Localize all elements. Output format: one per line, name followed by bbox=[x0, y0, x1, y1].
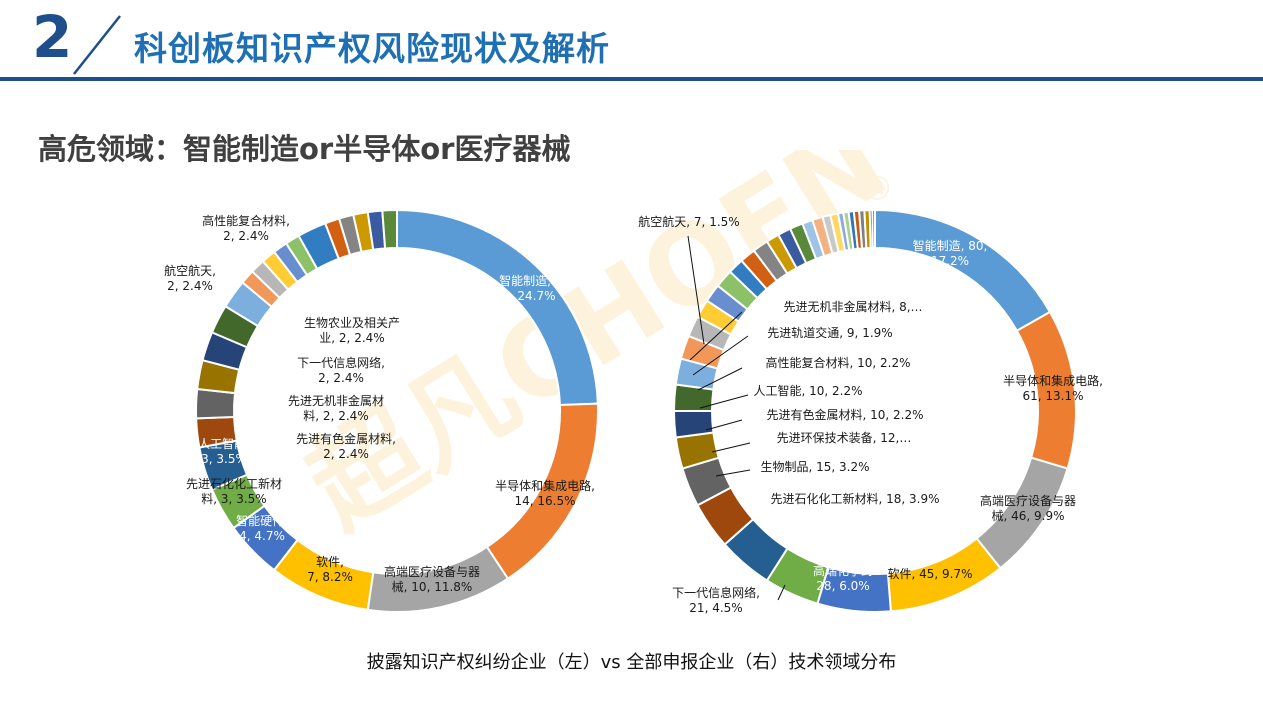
leader-line bbox=[689, 311, 743, 361]
data-label: 先进有色金属材料, 2, 2.4% bbox=[296, 431, 396, 461]
right-donut-chart: 智能制造, 80, 17.2% 半导体和集成电路, 61, 13.1% 高端医疗设备与器… bbox=[638, 208, 1103, 615]
header-rule bbox=[0, 77, 1263, 81]
data-label: 高端医疗设备与器械, 10, 11.8% bbox=[384, 564, 480, 594]
data-label: 航空航天, 2, 2.4% bbox=[164, 263, 216, 293]
title-slash-divider bbox=[73, 15, 121, 75]
figure-caption: 披露知识产权纠纷企业（左）vs 全部申报企业（右）技术领域分布 bbox=[366, 652, 897, 673]
leader-line bbox=[697, 367, 743, 391]
donut-slice bbox=[672, 410, 715, 439]
watermark-registered-mark: ® bbox=[860, 169, 894, 209]
leader-line bbox=[777, 584, 786, 601]
data-label: 人工智能, 3, 3.5% bbox=[198, 436, 250, 466]
leader-line bbox=[699, 394, 749, 409]
data-label: 先进石化化工新材料, 18, 3.9% bbox=[770, 491, 939, 506]
data-label: 高端化学药 28, 6.0% bbox=[813, 563, 873, 593]
data-label: 生物制品, 15, 3.2% bbox=[760, 460, 869, 474]
section-number: 2 bbox=[32, 3, 73, 71]
data-label: 航空航天, 7, 1.5% bbox=[638, 214, 739, 229]
leader-line bbox=[692, 335, 749, 376]
donut-slice bbox=[396, 208, 599, 407]
data-label: 先进轨道交通, 9, 1.9% bbox=[767, 325, 892, 340]
data-label: 智能制造, 80, 17.2% bbox=[913, 238, 988, 268]
donut-slice bbox=[381, 208, 398, 250]
leader-line bbox=[715, 469, 751, 477]
data-label: 高端医疗设备与器械, 46, 9.9% bbox=[980, 493, 1076, 523]
data-label: 半导体和集成电路, 14, 16.5% bbox=[495, 478, 595, 508]
data-label: 先进无机非金属材料, 8,… bbox=[783, 299, 922, 314]
data-label: 智能制造, 21, 24.7% bbox=[494, 273, 555, 303]
left-donut-chart: 智能制造, 21, 24.7% 半导体和集成电路, 14, 16.5% 高端医疗设备与器… bbox=[164, 208, 599, 613]
data-label: 智能硬件, 4, 4.7% bbox=[236, 513, 288, 543]
data-label: 软件, 45, 9.7% bbox=[887, 567, 972, 581]
donut-slice bbox=[871, 208, 876, 250]
data-label: 先进有色金属材料, 10, 2.2% bbox=[766, 407, 923, 422]
data-label: 先进无机非金属材料, 2, 2.4% bbox=[288, 393, 384, 423]
data-label: 软件, 7, 8.2% bbox=[307, 555, 353, 584]
data-label: 下一代信息网络, 21, 4.5% bbox=[672, 585, 760, 615]
data-label: 下一代信息网络, 2, 2.4% bbox=[297, 355, 385, 385]
data-label: 先进环保技术装备, 12,… bbox=[777, 431, 912, 445]
page-title: 科创板知识产权风险现状及解析 bbox=[134, 29, 610, 68]
data-label: 高性能复合材料, 10, 2.2% bbox=[765, 355, 910, 370]
leader-line bbox=[711, 442, 751, 453]
leader-line bbox=[705, 419, 743, 431]
data-label: 先进石化化工新材料, 3, 3.5% bbox=[186, 476, 282, 506]
data-label: 高性能复合材料, 2, 2.4% bbox=[202, 213, 290, 243]
data-label: 半导体和集成电路, 61, 13.1% bbox=[1003, 373, 1103, 403]
leader-line bbox=[687, 235, 705, 345]
page-subtitle: 高危领域：智能制造or半导体or医疗器械 bbox=[38, 132, 571, 166]
data-label: 人工智能, 10, 2.2% bbox=[753, 383, 862, 398]
data-label: 生物农业及相关产业, 2, 2.4% bbox=[304, 316, 400, 345]
